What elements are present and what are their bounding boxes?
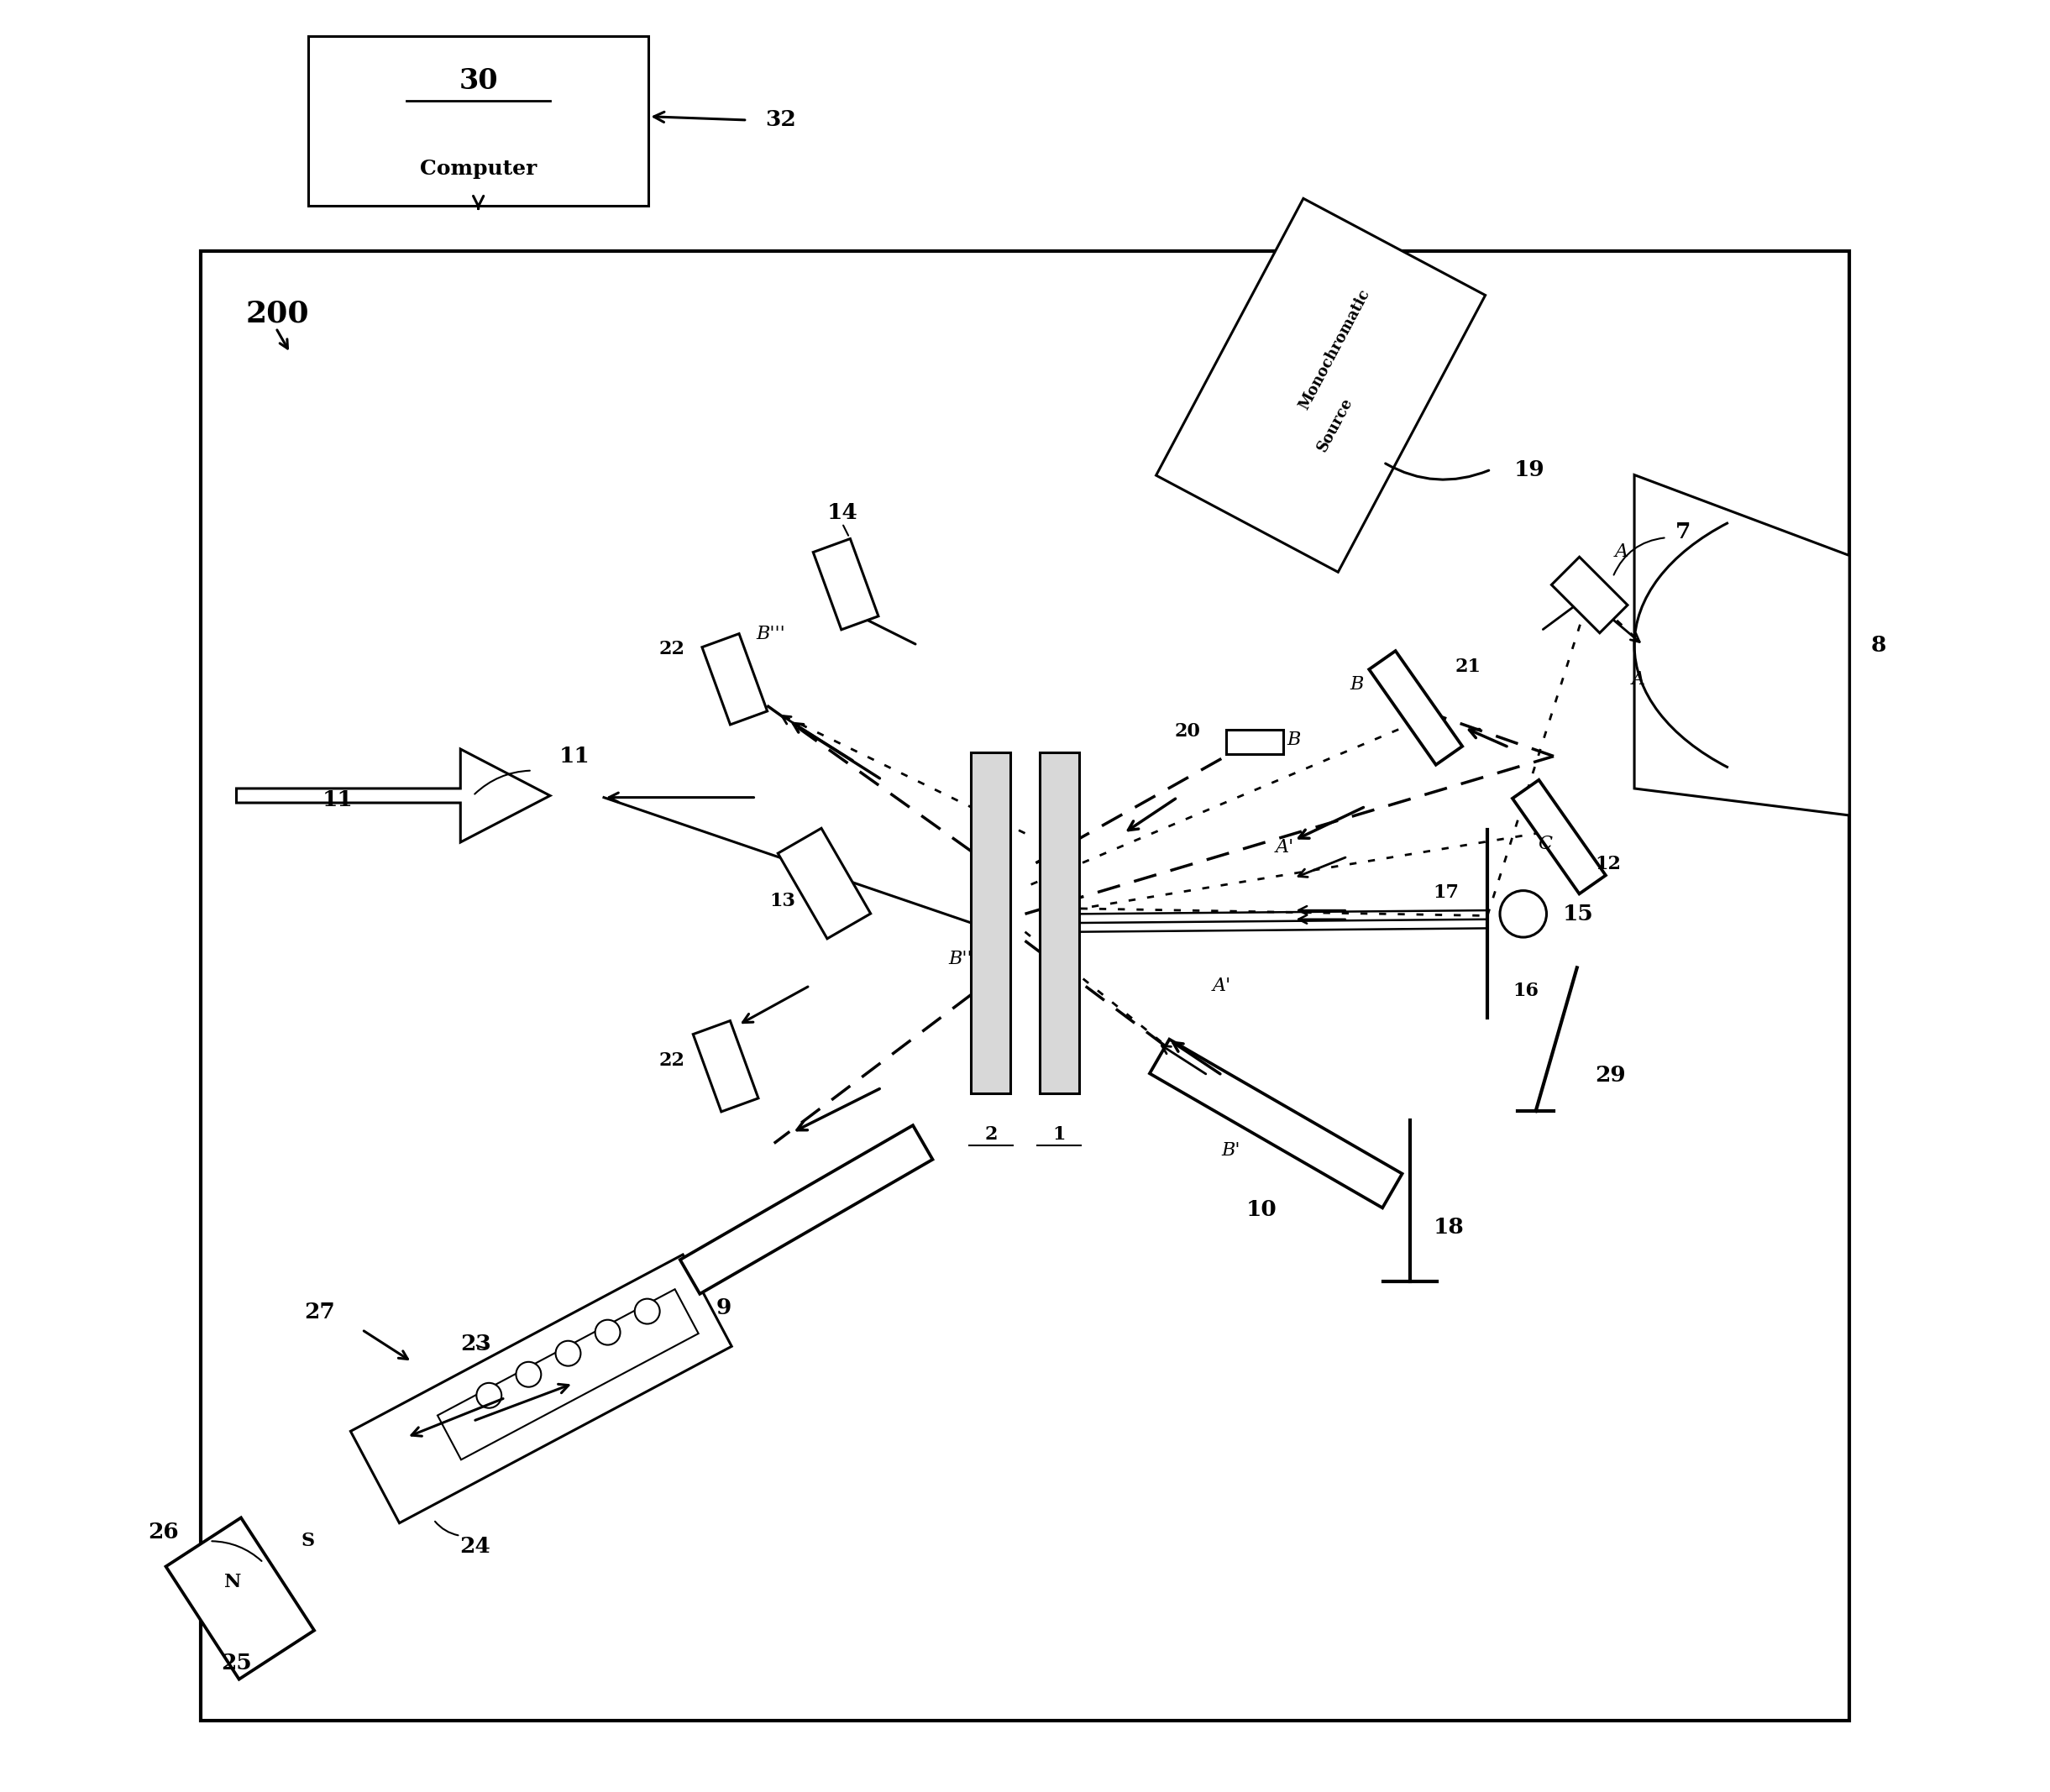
Text: 10: 10 xyxy=(1246,1199,1277,1220)
Text: 200: 200 xyxy=(246,299,310,328)
Bar xyxy=(351,1254,732,1523)
Text: 19: 19 xyxy=(1515,459,1546,480)
Text: 24: 24 xyxy=(459,1536,490,1557)
Polygon shape xyxy=(1634,475,1849,815)
Bar xyxy=(701,634,767,724)
Text: 9: 9 xyxy=(715,1297,732,1319)
Text: 8: 8 xyxy=(1872,634,1886,656)
Text: 18: 18 xyxy=(1433,1217,1464,1238)
Text: Computer: Computer xyxy=(420,158,537,179)
Text: 22: 22 xyxy=(658,640,685,658)
Bar xyxy=(1150,1039,1402,1208)
Text: 20: 20 xyxy=(1175,722,1201,740)
Text: 27: 27 xyxy=(303,1301,334,1322)
Circle shape xyxy=(517,1362,541,1387)
Text: A': A' xyxy=(1275,839,1294,857)
Bar xyxy=(693,1021,759,1111)
Circle shape xyxy=(556,1340,580,1366)
Text: C: C xyxy=(1538,835,1552,853)
Text: Monochromatic: Monochromatic xyxy=(1298,287,1374,412)
Text: 26: 26 xyxy=(148,1521,178,1543)
Bar xyxy=(308,36,648,206)
Bar xyxy=(681,1125,933,1294)
Text: 22: 22 xyxy=(658,1052,685,1070)
Text: B: B xyxy=(1349,676,1363,694)
Text: 12: 12 xyxy=(1595,855,1622,873)
Text: 13: 13 xyxy=(769,892,795,910)
Bar xyxy=(1039,753,1078,1093)
Text: A': A' xyxy=(1214,977,1232,995)
Bar xyxy=(1156,199,1486,572)
Polygon shape xyxy=(236,749,549,842)
Text: 1: 1 xyxy=(1052,1125,1066,1143)
Text: 23: 23 xyxy=(461,1333,492,1355)
Text: 29: 29 xyxy=(1595,1064,1626,1086)
Bar xyxy=(1226,729,1283,754)
Bar xyxy=(972,753,1011,1093)
Text: 32: 32 xyxy=(765,109,795,131)
Text: S: S xyxy=(301,1532,316,1550)
Text: Source: Source xyxy=(1314,396,1355,453)
Circle shape xyxy=(476,1383,502,1409)
Text: 25: 25 xyxy=(221,1652,252,1674)
Text: 11: 11 xyxy=(322,788,353,810)
Bar xyxy=(166,1518,314,1679)
Text: 14: 14 xyxy=(826,502,857,523)
Text: 7: 7 xyxy=(1675,521,1691,543)
Text: B'': B'' xyxy=(949,950,972,968)
Bar xyxy=(1369,650,1462,765)
Text: A: A xyxy=(1615,543,1628,561)
Text: 11: 11 xyxy=(560,745,590,767)
Text: 30: 30 xyxy=(459,66,498,95)
Bar xyxy=(814,539,877,629)
Circle shape xyxy=(636,1299,660,1324)
Text: N: N xyxy=(223,1573,242,1591)
Text: B: B xyxy=(1287,731,1300,749)
Bar xyxy=(437,1288,699,1460)
Text: 21: 21 xyxy=(1456,658,1482,676)
Circle shape xyxy=(594,1321,621,1346)
Text: 15: 15 xyxy=(1562,903,1593,925)
Text: B''': B''' xyxy=(756,625,785,643)
Text: 16: 16 xyxy=(1513,982,1538,1000)
Bar xyxy=(1513,780,1605,894)
Bar xyxy=(777,828,871,939)
Text: 2: 2 xyxy=(984,1125,998,1143)
Circle shape xyxy=(1501,891,1546,937)
Bar xyxy=(201,251,1849,1720)
Text: A: A xyxy=(1632,670,1644,688)
Text: 17: 17 xyxy=(1433,883,1460,901)
Bar xyxy=(1552,557,1628,633)
Text: B': B' xyxy=(1222,1142,1240,1159)
